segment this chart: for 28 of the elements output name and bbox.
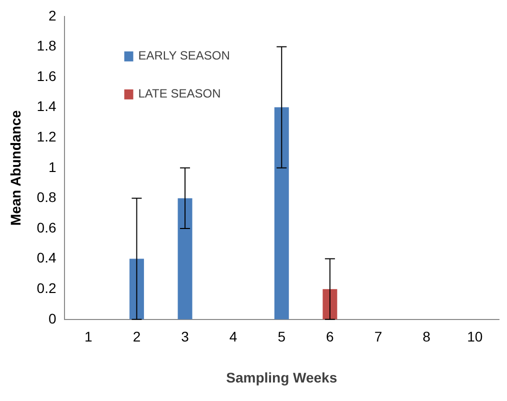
y-tick-label: 0.8 (36, 189, 56, 206)
y-tick-label: 2 (48, 7, 56, 24)
y-tick-label: 1 (48, 158, 56, 175)
bar (129, 258, 144, 320)
bar (322, 289, 338, 320)
legend-label: EARLY SEASON (138, 48, 230, 63)
y-axis-title: Mean Abundance (7, 110, 24, 226)
x-tick-label: 8 (422, 328, 431, 345)
x-axis-title: Sampling Weeks (226, 369, 338, 386)
y-tick-label: 0.2 (36, 280, 56, 296)
x-tick-label: 4 (229, 328, 238, 345)
y-tick-label: 1.6 (36, 68, 56, 84)
bar (178, 198, 192, 320)
legend-label: LATE SEASON (138, 86, 221, 101)
x-tick-label: 7 (374, 328, 382, 345)
x-tick-label: 1 (84, 328, 93, 345)
y-tick-label: 0.6 (36, 219, 56, 236)
y-tick-label: 1.4 (36, 98, 56, 114)
x-tick-label: 5 (278, 328, 286, 345)
bar (274, 107, 289, 320)
x-tick-label: 10 (467, 328, 483, 345)
y-tick-label: 1.2 (36, 128, 56, 144)
x-tick-label: 3 (181, 328, 190, 345)
y-tick-label: 0.4 (36, 250, 56, 266)
y-tick-label: 1.8 (36, 38, 56, 54)
x-tick-label: 6 (326, 328, 334, 345)
y-tick-label: 0 (48, 310, 56, 326)
x-tick-label: 2 (132, 328, 141, 345)
